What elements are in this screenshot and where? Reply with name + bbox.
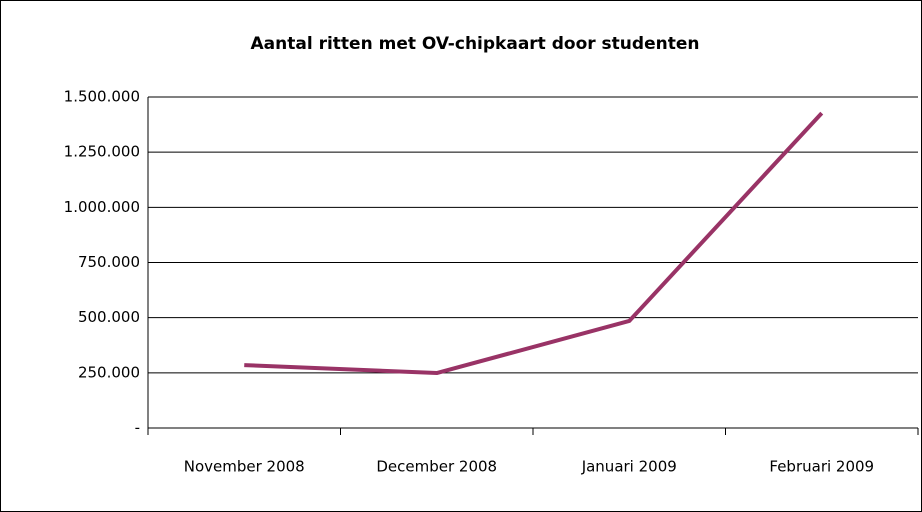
line-series (244, 111, 824, 376)
y-tick-label: 1.500.000 (64, 88, 140, 106)
y-tick-label: 1.000.000 (64, 198, 140, 216)
x-tick-label: Februari 2009 (769, 458, 874, 476)
y-tick-label: 500.000 (78, 308, 140, 326)
x-tick-label: November 2008 (184, 458, 305, 476)
y-tick-label: 750.000 (78, 253, 140, 271)
chart-title: Aantal ritten met OV-chipkaart door stud… (251, 34, 700, 54)
y-tick-label: 1.250.000 (64, 143, 140, 161)
x-tick-label: December 2008 (376, 458, 497, 476)
x-tick-label: Januari 2009 (581, 458, 677, 476)
y-tick-label: - (135, 419, 140, 437)
y-tick-label: 250.000 (78, 363, 140, 381)
